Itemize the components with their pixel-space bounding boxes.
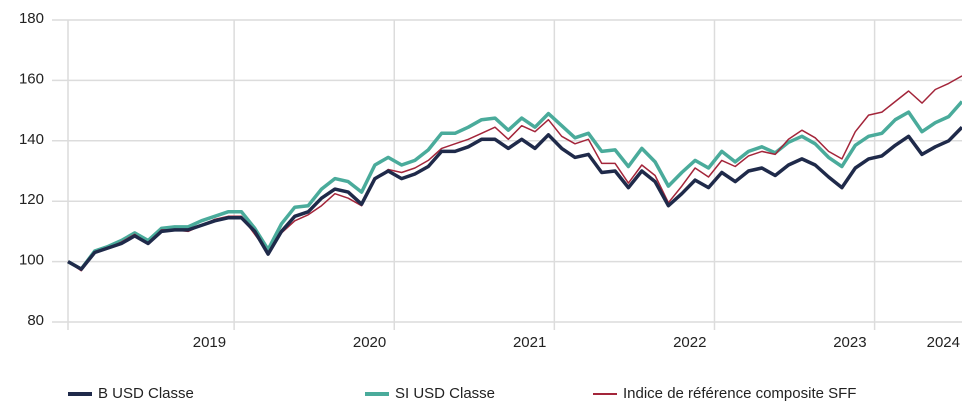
x-tick-label: 2023 (833, 334, 866, 351)
x-tick-label: 2024 (927, 334, 960, 351)
legend-label: SI USD Classe (395, 385, 495, 402)
y-tick-label: 160 (19, 70, 44, 87)
x-tick-label: 2020 (353, 334, 386, 351)
y-tick-label: 140 (19, 131, 44, 148)
line-series (67, 75, 962, 272)
y-tick-label: 180 (19, 10, 44, 27)
x-tick-label: 2019 (193, 334, 226, 351)
y-tick-label: 80 (27, 312, 44, 329)
line-series (67, 100, 962, 271)
line-series (67, 125, 962, 271)
x-tick-label: 2021 (513, 334, 546, 351)
legend-label: Indice de référence composite SFF (623, 385, 856, 402)
x-tick-label: 2022 (673, 334, 706, 351)
y-tick-label: 120 (19, 191, 44, 208)
y-tick-label: 100 (19, 252, 44, 269)
legend-label: B USD Classe (98, 385, 194, 402)
